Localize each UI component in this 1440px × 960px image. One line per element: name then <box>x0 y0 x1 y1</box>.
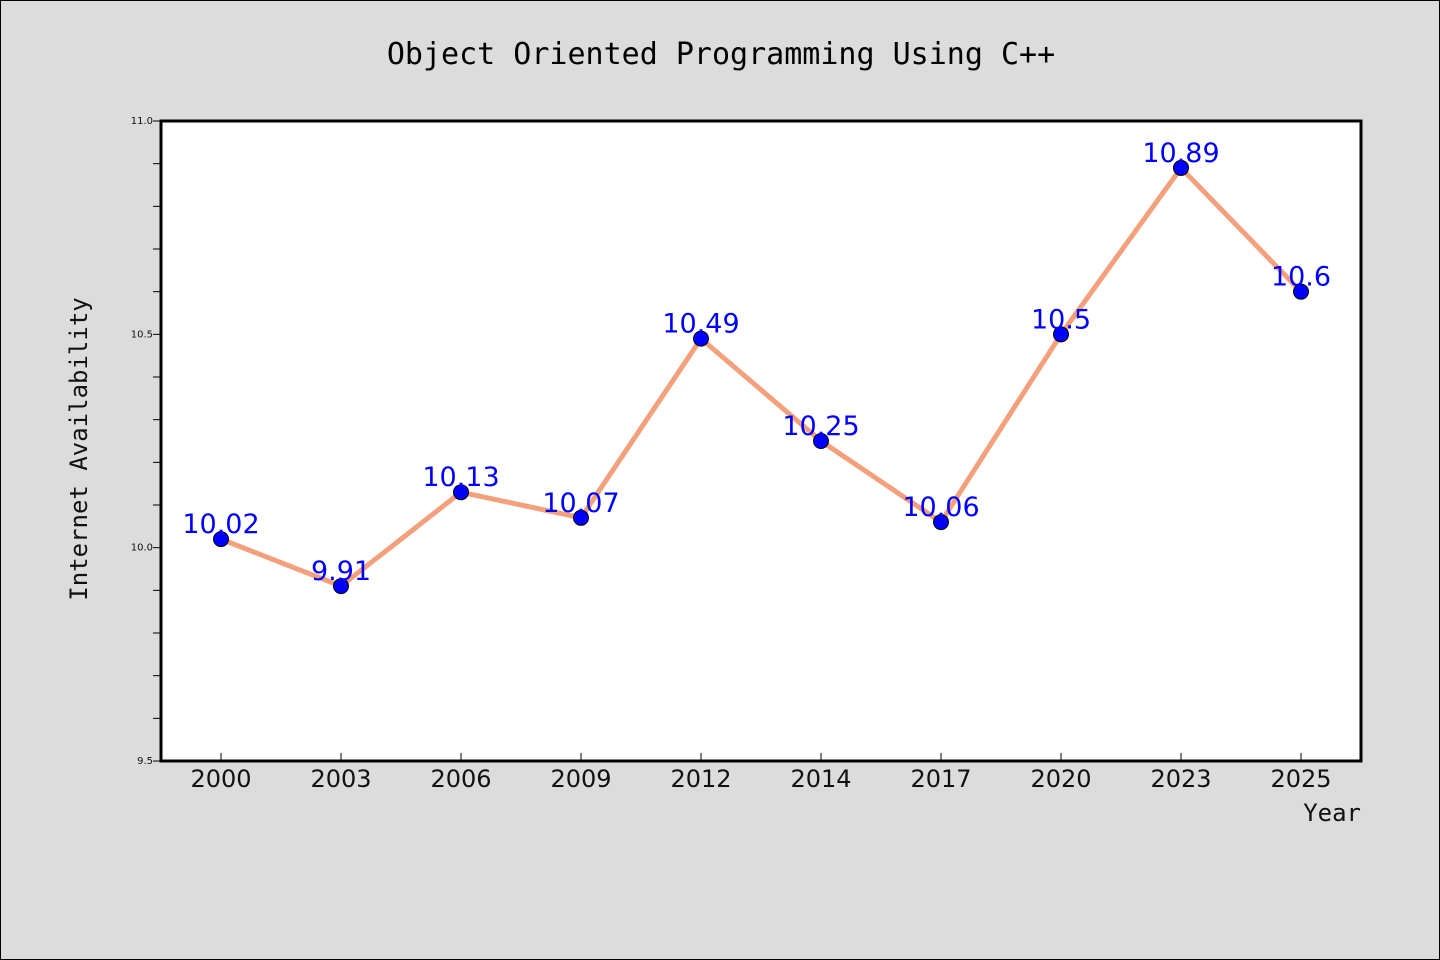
data-label: 10.89 <box>1142 138 1219 169</box>
chart-title: Object Oriented Programming Using C++ <box>387 37 1055 72</box>
x-axis: 2000 2003 2006 2009 2012 2014 2017 2020 2023 2025 <box>190 753 1332 793</box>
data-point <box>1293 283 1309 300</box>
data-point <box>1053 326 1069 343</box>
y-axis: 9.5 10.0 10.5 11.0 <box>131 116 161 767</box>
x-tick-label: 2012 <box>670 765 731 793</box>
y-tick-label: 10.0 <box>131 543 153 554</box>
x-tick-label: 2006 <box>430 765 491 793</box>
y-tick-label: 11.0 <box>131 116 153 127</box>
x-tick-label: 2014 <box>790 765 851 793</box>
y-axis-label: Internet Availability <box>65 297 93 600</box>
data-labels-group: 10.02 9.91 10.13 10.07 10.49 10.25 10.06 10.5 10… <box>182 138 1331 587</box>
y-tick-label: 10.5 <box>131 329 153 340</box>
data-label: 9.91 <box>311 556 371 587</box>
data-label: 10.06 <box>902 492 979 523</box>
y-tick-label: 9.5 <box>137 756 153 767</box>
data-point <box>573 509 589 526</box>
x-tick-label: 2020 <box>1030 765 1091 793</box>
data-point <box>1173 159 1189 176</box>
x-tick-label: 2009 <box>550 765 611 793</box>
data-point <box>933 514 949 531</box>
data-point <box>213 531 229 548</box>
data-label: 10.49 <box>662 309 739 340</box>
data-point <box>453 484 469 501</box>
data-label: 10.13 <box>422 462 499 493</box>
x-tick-label: 2000 <box>190 765 251 793</box>
x-tick-label: 2025 <box>1270 765 1331 793</box>
series-markers-group <box>213 159 1309 595</box>
data-label: 10.6 <box>1271 262 1331 293</box>
data-point <box>333 578 349 595</box>
data-point <box>693 330 709 347</box>
data-point <box>813 433 829 449</box>
data-label: 10.25 <box>782 411 859 442</box>
x-tick-label: 2017 <box>910 765 971 793</box>
data-label: 10.07 <box>542 488 619 519</box>
x-tick-label: 2003 <box>310 765 371 793</box>
series-line <box>220 165 1303 589</box>
plot-area <box>159 119 1363 763</box>
data-label: 10.02 <box>182 509 259 540</box>
x-tick-label: 2023 <box>1150 765 1211 793</box>
x-axis-label: Year <box>1303 799 1361 827</box>
data-label: 10.5 <box>1031 304 1091 335</box>
series-line-group <box>220 165 1303 589</box>
